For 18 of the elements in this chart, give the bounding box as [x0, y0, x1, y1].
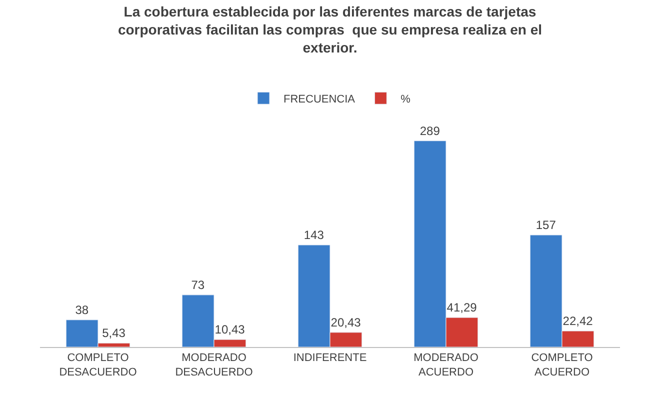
- data-label: 38: [75, 302, 89, 317]
- data-label: 10,43: [214, 322, 246, 337]
- data-label: 157: [536, 218, 556, 232]
- x-tick-label: COMPLETO DESACUERDO: [59, 352, 138, 378]
- x-tick-label: MODERADO ACUERDO: [414, 352, 479, 378]
- data-label: 41,29: [446, 300, 478, 315]
- legend-label: %: [400, 93, 411, 106]
- data-label: 73: [191, 278, 205, 292]
- data-label: 20,43: [330, 315, 362, 330]
- data-label: 22,42: [562, 314, 594, 328]
- data-label: 289: [420, 124, 440, 138]
- data-label: 143: [304, 228, 324, 242]
- x-tick-label: MODERADO DESACUERDO: [175, 352, 254, 378]
- x-tick-label: INDIFERENTE: [293, 352, 367, 364]
- legend-label: FRECUENCIA: [284, 93, 356, 106]
- x-tick-label: COMPLETO ACUERDO: [531, 352, 594, 378]
- chart-title: La cobertura establecida por las diferentes marcas de tarjetas corporativas facilitan las compras que su empresa realiza en el exterior.: [118, 3, 542, 56]
- data-label: 5,43: [102, 326, 126, 340]
